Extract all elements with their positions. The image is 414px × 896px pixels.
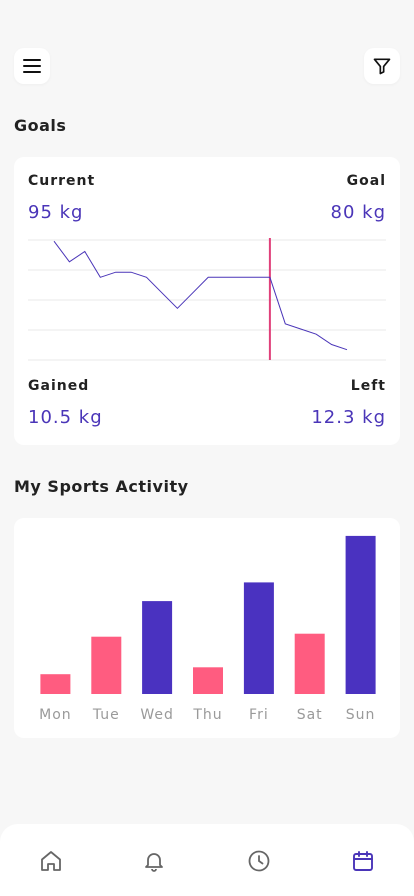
clock-icon [248,850,270,872]
goal-value: 80 kg [330,202,386,223]
bar-wed [142,601,173,694]
bar-fri [243,582,274,694]
weight-series-line [53,240,348,351]
current-value: 95 kg [28,202,84,223]
bar-label-sun: Sun [346,707,376,723]
bar-tue [91,636,122,694]
filter-button[interactable] [364,48,400,84]
nav-calendar[interactable] [350,848,376,874]
left-value: 12.3 kg [311,407,386,428]
nav-notifications[interactable] [141,848,167,874]
goals-title: Goals [14,116,67,135]
gained-value: 10.5 kg [28,407,103,428]
bar-label-sat: Sat [297,707,323,723]
bar-mon [40,674,71,694]
bar-label-mon: Mon [39,707,72,723]
filter-icon [373,58,391,75]
bar-label-thu: Thu [192,707,222,723]
bottom-navigation [0,824,414,896]
gained-label: Gained [28,378,90,394]
activity-title: My Sports Activity [14,477,189,496]
bar-sat [294,633,325,694]
activity-card: Mon Tue Wed Thu Fri Sat Sun [14,518,400,738]
current-label: Current [28,173,96,189]
bell-icon [145,853,163,872]
bar-thu [193,667,223,694]
weight-line-chart [28,238,386,361]
goals-card: Current Goal 95 kg 80 kg Gained Left 10.… [14,157,400,445]
goal-label: Goal [346,173,386,189]
nav-history[interactable] [246,848,272,874]
activity-bar-chart: Mon Tue Wed Thu Fri Sat Sun [39,535,376,723]
bar-label-fri: Fri [249,707,269,723]
nav-home[interactable] [38,848,64,874]
menu-button[interactable] [14,48,50,84]
bar-label-wed: Wed [140,707,174,723]
left-label: Left [350,378,386,394]
calendar-icon [353,851,373,871]
bar-sun [345,535,376,694]
bar-label-tue: Tue [92,707,120,723]
menu-icon [23,59,41,73]
home-icon [41,851,61,871]
